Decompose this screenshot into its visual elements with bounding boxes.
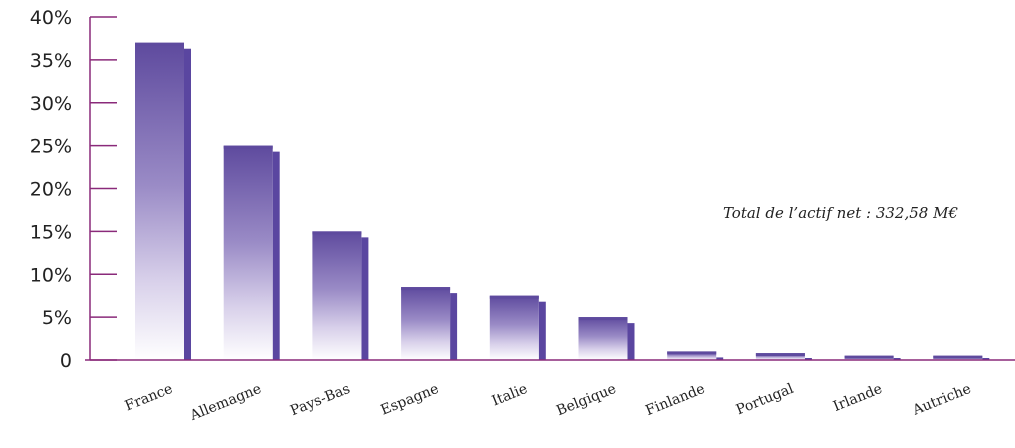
bar-pays-bas	[312, 231, 369, 360]
bar-cap	[667, 351, 717, 355]
bar	[223, 145, 273, 360]
y-tick-label: 25%	[30, 136, 72, 158]
bar-cap	[933, 355, 983, 359]
bar-shadow	[361, 237, 369, 360]
bar-shadow	[716, 357, 724, 360]
x-tick-label: Portugal	[734, 381, 796, 419]
bar	[578, 317, 628, 360]
bar-france	[135, 42, 191, 360]
x-tick-label: Irlande	[831, 381, 885, 415]
bar-shadow	[538, 301, 546, 360]
bar-shadow	[450, 293, 458, 360]
bar	[135, 42, 184, 360]
x-tick-label: Allemagne	[187, 381, 264, 424]
bar	[755, 353, 805, 360]
bar	[401, 287, 451, 360]
x-tick-label: Espagne	[379, 381, 442, 419]
y-tick-label: 40%	[30, 7, 72, 29]
bar-irlande	[844, 355, 901, 360]
y-tick-label: 35%	[30, 50, 72, 72]
bar	[667, 351, 717, 360]
y-tick-label: 5%	[42, 307, 72, 329]
bar	[489, 295, 539, 360]
bar-allemagne	[223, 145, 280, 360]
bar-belgique	[578, 317, 635, 360]
x-tick-label: Autriche	[910, 381, 974, 419]
bar	[312, 231, 362, 360]
bar-cap	[578, 317, 628, 321]
bar-cap	[312, 231, 362, 235]
bar-shadow	[804, 358, 812, 360]
x-tick-label: Finlande	[643, 381, 707, 419]
x-tick-label: Belgique	[554, 381, 618, 419]
bar-italie	[489, 295, 546, 360]
y-tick-label: 10%	[30, 264, 72, 286]
bar-cap	[844, 355, 894, 359]
bar-shadow	[272, 151, 280, 360]
y-tick-label: 30%	[30, 93, 72, 115]
bar-espagne	[401, 287, 458, 360]
bar-cap	[401, 287, 451, 291]
bars	[135, 42, 990, 360]
bar-portugal	[755, 353, 812, 360]
x-axis: France Allemagne Pays-Bas Espagne Italie Belg…	[85, 359, 1015, 424]
x-tick-label: Pays-Bas	[288, 381, 352, 419]
chart-annotation: Total de l’actif net : 332,58 M€	[723, 204, 958, 222]
y-axis: 0 5% 10% 15% 20% 25% 30% 35% 40%	[30, 7, 117, 372]
y-tick-label: 15%	[30, 221, 72, 243]
x-tick-label: Italie	[490, 381, 530, 410]
bar-shadow	[893, 358, 901, 360]
bar-shadow	[982, 358, 990, 360]
bar-cap	[489, 295, 539, 299]
bar-shadow	[184, 48, 191, 360]
bar-cap	[135, 42, 184, 46]
bar-cap	[755, 353, 805, 357]
y-tick-label: 20%	[30, 179, 72, 201]
x-tick-label: France	[123, 381, 175, 415]
y-tick-label: 0	[60, 350, 72, 372]
bar-finlande	[667, 351, 724, 360]
bar-autriche	[933, 355, 990, 360]
bar-cap	[223, 145, 273, 149]
bar-shadow	[627, 323, 635, 360]
